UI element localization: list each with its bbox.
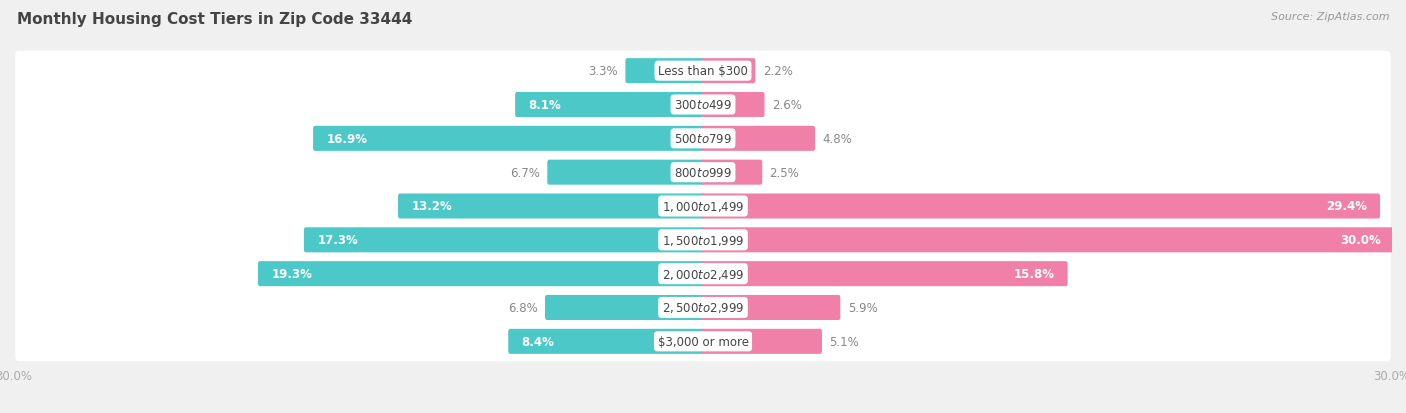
FancyBboxPatch shape	[257, 261, 704, 287]
FancyBboxPatch shape	[702, 194, 1381, 219]
Text: $1,500 to $1,999: $1,500 to $1,999	[662, 233, 744, 247]
Text: 5.1%: 5.1%	[830, 335, 859, 348]
FancyBboxPatch shape	[702, 228, 1393, 253]
Text: $800 to $999: $800 to $999	[673, 166, 733, 179]
FancyBboxPatch shape	[702, 59, 755, 84]
FancyBboxPatch shape	[15, 119, 1391, 159]
Text: 8.4%: 8.4%	[522, 335, 554, 348]
FancyBboxPatch shape	[15, 85, 1391, 125]
FancyBboxPatch shape	[702, 295, 841, 320]
Text: 15.8%: 15.8%	[1014, 268, 1054, 280]
Text: $500 to $799: $500 to $799	[673, 133, 733, 145]
Text: 16.9%: 16.9%	[326, 133, 367, 145]
FancyBboxPatch shape	[15, 153, 1391, 192]
FancyBboxPatch shape	[15, 187, 1391, 226]
Text: 6.7%: 6.7%	[510, 166, 540, 179]
Text: 4.8%: 4.8%	[823, 133, 852, 145]
Text: 30.0%: 30.0%	[1340, 234, 1381, 247]
Text: 3.3%: 3.3%	[588, 65, 619, 78]
Text: 13.2%: 13.2%	[412, 200, 453, 213]
FancyBboxPatch shape	[15, 221, 1391, 260]
FancyBboxPatch shape	[702, 93, 765, 118]
Text: 2.5%: 2.5%	[769, 166, 800, 179]
FancyBboxPatch shape	[398, 194, 704, 219]
Text: 2.6%: 2.6%	[772, 99, 801, 112]
Text: $2,000 to $2,499: $2,000 to $2,499	[662, 267, 744, 281]
FancyBboxPatch shape	[15, 322, 1391, 361]
Text: Source: ZipAtlas.com: Source: ZipAtlas.com	[1271, 12, 1389, 22]
FancyBboxPatch shape	[304, 228, 704, 253]
FancyBboxPatch shape	[15, 288, 1391, 328]
Text: 6.8%: 6.8%	[508, 301, 537, 314]
FancyBboxPatch shape	[702, 329, 823, 354]
Text: $3,000 or more: $3,000 or more	[658, 335, 748, 348]
FancyBboxPatch shape	[547, 160, 704, 185]
FancyBboxPatch shape	[626, 59, 704, 84]
Text: $300 to $499: $300 to $499	[673, 99, 733, 112]
FancyBboxPatch shape	[546, 295, 704, 320]
Text: 19.3%: 19.3%	[271, 268, 312, 280]
Text: 17.3%: 17.3%	[318, 234, 359, 247]
FancyBboxPatch shape	[702, 261, 1067, 287]
Text: 2.2%: 2.2%	[762, 65, 793, 78]
FancyBboxPatch shape	[515, 93, 704, 118]
Text: Monthly Housing Cost Tiers in Zip Code 33444: Monthly Housing Cost Tiers in Zip Code 3…	[17, 12, 412, 27]
FancyBboxPatch shape	[702, 126, 815, 152]
FancyBboxPatch shape	[15, 52, 1391, 91]
Text: Less than $300: Less than $300	[658, 65, 748, 78]
Text: 5.9%: 5.9%	[848, 301, 877, 314]
Text: 8.1%: 8.1%	[529, 99, 561, 112]
Text: $2,500 to $2,999: $2,500 to $2,999	[662, 301, 744, 315]
Text: $1,000 to $1,499: $1,000 to $1,499	[662, 199, 744, 214]
FancyBboxPatch shape	[314, 126, 704, 152]
FancyBboxPatch shape	[702, 160, 762, 185]
FancyBboxPatch shape	[508, 329, 704, 354]
FancyBboxPatch shape	[15, 254, 1391, 294]
Text: 29.4%: 29.4%	[1326, 200, 1367, 213]
